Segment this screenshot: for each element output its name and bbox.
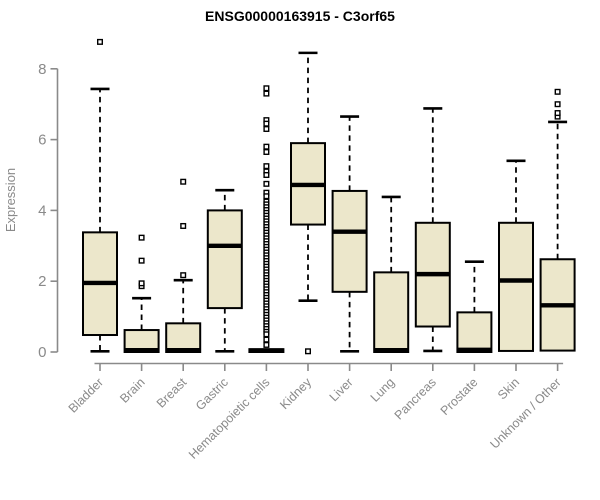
box-prostate [456, 311, 493, 353]
x-tick-label-kidney: Kidney [277, 375, 314, 412]
x-tick-label-liver: Liver [327, 375, 356, 404]
x-tick-label-pancreas: Pancreas [392, 375, 439, 422]
outlier-point-hematopoietic-cells [263, 90, 270, 97]
y-tick-label-0: 0 [38, 344, 46, 361]
x-tick-label-brain: Brain [117, 375, 148, 406]
outlier-point-hematopoietic-cells [263, 163, 270, 170]
outlier-point-hematopoietic-cells [263, 180, 270, 187]
x-tick-label-bladder: Bladder [66, 375, 106, 415]
box-skin [498, 221, 534, 352]
chart-title: ENSG00000163915 - C3orf65 [205, 8, 395, 24]
outlier-point-brain [138, 257, 145, 264]
x-tick-label-skin: Skin [495, 375, 522, 402]
outlier-point-unknown-other [554, 88, 561, 95]
y-tick-label-8: 8 [38, 61, 46, 78]
outlier-point-hematopoietic-cells [263, 125, 270, 132]
y-tick-label-6: 6 [38, 132, 46, 149]
x-tick-label-breast: Breast [154, 375, 190, 411]
outlier-point-unknown-other [554, 101, 561, 108]
outlier-point-hematopoietic-cells [263, 331, 270, 338]
outlier-point-breast [180, 272, 187, 279]
y-tick-label-2: 2 [38, 273, 46, 290]
x-tick-label-hematopoietic-cells: Hematopoietic cells [186, 375, 273, 462]
outlier-point-hematopoietic-cells [263, 193, 270, 200]
outlier-point-unknown-other [554, 110, 561, 117]
box-lung [373, 271, 410, 354]
outlier-point-breast [180, 178, 187, 185]
x-tick-label-unknown-other: Unknown / Other [487, 375, 563, 451]
outlier-point-hematopoietic-cells [263, 148, 270, 155]
outlier-point-hematopoietic-cells [263, 341, 270, 348]
outlier-point-bladder [96, 38, 103, 45]
y-axis-label: Expression [3, 168, 18, 232]
outlier-point-hematopoietic-cells [263, 171, 270, 178]
x-tick-label-gastric: Gastric [193, 375, 231, 413]
x-tick-label-prostate: Prostate [438, 375, 481, 418]
outlier-point-hematopoietic-cells [263, 336, 270, 343]
outlier-point-hematopoietic-cells [263, 85, 270, 92]
box-breast [165, 322, 202, 353]
outlier-point-hematopoietic-cells [263, 120, 270, 127]
y-tick-label-4: 4 [38, 202, 46, 219]
outlier-point-breast [180, 222, 187, 229]
x-tick-label-lung: Lung [368, 375, 398, 405]
outlier-point-kidney [305, 348, 312, 355]
outlier-point-brain [138, 280, 145, 287]
box-liver [331, 189, 368, 293]
box-gastric [206, 209, 243, 310]
boxes-layer [82, 38, 576, 355]
outlier-point-hematopoietic-cells [263, 143, 270, 150]
outlier-point-brain [138, 234, 145, 241]
